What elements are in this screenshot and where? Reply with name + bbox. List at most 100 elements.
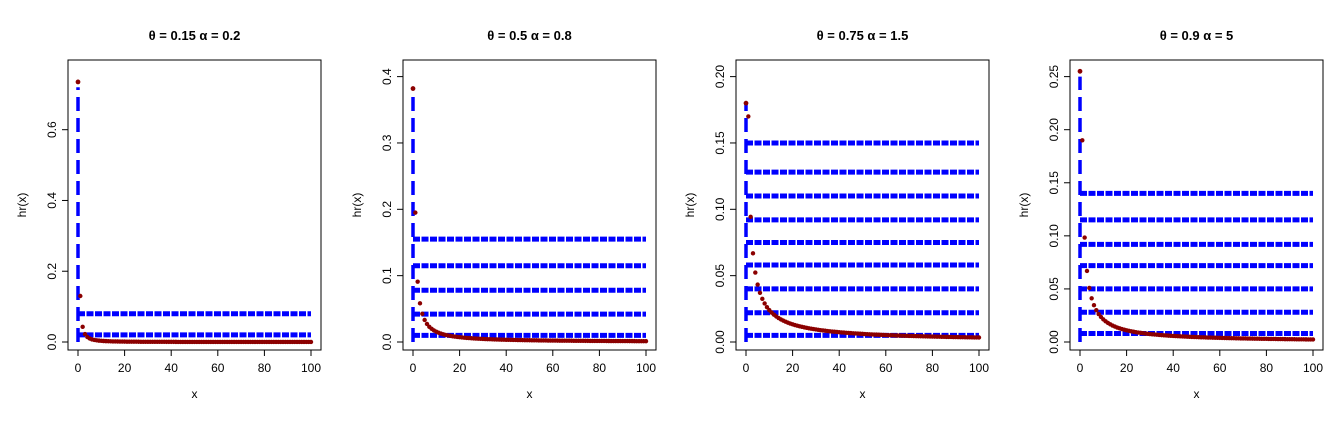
data-point xyxy=(976,335,982,340)
data-point xyxy=(415,279,420,284)
x-axis: 0 20 40 60 80 100 xyxy=(743,349,989,375)
x-tick-label: 20 xyxy=(786,361,800,375)
y-axis: 0.0 0.2 0.4 0.6 xyxy=(45,121,69,350)
panel-2: θ = 0.5 α = 0.8 0 20 40 60 80 100 x 0.0 0.1 0.2 0.3… xyxy=(350,28,657,401)
data-point xyxy=(750,251,756,256)
y-axis: 0.00 0.05 0.10 0.15 0.20 xyxy=(713,65,737,354)
x-tick-label: 100 xyxy=(969,361,989,375)
points-group xyxy=(743,100,982,340)
x-tick-label: 80 xyxy=(258,361,272,375)
data-point xyxy=(643,338,649,344)
x-tick-label: 40 xyxy=(1167,361,1181,375)
data-point xyxy=(308,339,314,345)
y-axis-label: hr(x) xyxy=(683,193,697,218)
data-point xyxy=(1077,68,1083,74)
y-tick-label: 0.2 xyxy=(45,263,59,280)
data-point xyxy=(417,301,423,306)
data-point xyxy=(1082,235,1087,240)
x-tick-label: 60 xyxy=(879,361,893,375)
data-point xyxy=(755,282,760,287)
x-tick-label: 100 xyxy=(301,361,321,375)
x-tick-label: 20 xyxy=(1120,361,1134,375)
x-tick-label: 20 xyxy=(118,361,132,375)
data-point xyxy=(1080,138,1085,143)
panel-title: θ = 0.15 α = 0.2 xyxy=(149,28,241,43)
x-tick-label: 0 xyxy=(1077,361,1084,375)
y-tick-label: 0.20 xyxy=(1047,118,1061,142)
points-group xyxy=(75,79,314,345)
data-point xyxy=(1094,308,1099,313)
data-point xyxy=(743,100,749,106)
x-tick-label: 60 xyxy=(1213,361,1227,375)
data-point xyxy=(413,210,418,215)
x-axis-label: x xyxy=(527,387,533,401)
x-tick-label: 60 xyxy=(546,361,560,375)
x-tick-label: 0 xyxy=(410,361,417,375)
data-point xyxy=(1091,303,1097,308)
y-tick-label: 0.1 xyxy=(380,267,394,284)
series-line-group xyxy=(744,103,979,342)
x-tick-label: 80 xyxy=(593,361,607,375)
data-point xyxy=(1096,311,1101,317)
x-tick-label: 0 xyxy=(75,361,82,375)
data-point xyxy=(420,311,425,317)
panel-1: θ = 0.15 α = 0.20 20 40 60 80 100x0.00.20.40.… xyxy=(15,28,322,401)
y-tick-label: 0.00 xyxy=(1047,330,1061,354)
x-axis-label: x xyxy=(1194,387,1200,401)
data-point xyxy=(762,301,767,306)
data-point xyxy=(753,270,758,275)
panel-4: θ = 0.9 α = 50 20 40 60 80 100x0.000.050.100.… xyxy=(1017,28,1324,401)
y-axis: 0.0 0.1 0.2 0.3 0.4 xyxy=(380,68,404,350)
panel-title: θ = 0.5 α = 0.8 xyxy=(487,28,571,43)
series-line-group xyxy=(411,89,646,342)
data-point xyxy=(1310,337,1316,342)
x-tick-label: 0 xyxy=(743,361,750,375)
panel-title: θ = 0.9 α = 5 xyxy=(1160,28,1234,43)
data-point xyxy=(1089,296,1094,301)
data-point xyxy=(410,86,416,91)
x-tick-label: 60 xyxy=(211,361,225,375)
x-tick-label: 80 xyxy=(1260,361,1274,375)
y-axis: 0.00 0.05 0.10 0.15 0.20 0.25 xyxy=(1047,65,1071,354)
data-point xyxy=(760,296,765,302)
x-axis: 0 20 40 60 80 100 xyxy=(75,349,321,375)
y-axis-label: hr(x) xyxy=(350,193,364,218)
y-tick-label: 0.0 xyxy=(45,333,59,350)
x-tick-label: 40 xyxy=(500,361,514,375)
plot-frame xyxy=(1069,59,1324,351)
data-point xyxy=(1084,268,1090,274)
x-axis-label: x xyxy=(860,387,866,401)
x-tick-label: 40 xyxy=(833,361,847,375)
data-point xyxy=(80,324,85,330)
x-tick-label: 100 xyxy=(1303,361,1323,375)
x-axis: 0 20 40 60 80 100 xyxy=(410,349,656,375)
y-axis-label: hr(x) xyxy=(15,193,29,218)
y-tick-label: 0.00 xyxy=(713,330,727,354)
data-point xyxy=(78,293,83,299)
x-tick-label: 40 xyxy=(165,361,179,375)
y-tick-label: 0.2 xyxy=(380,201,394,218)
panel-title: θ = 0.75 α = 1.5 xyxy=(817,28,909,43)
data-point xyxy=(75,79,81,85)
y-tick-label: 0.15 xyxy=(713,131,727,155)
data-point xyxy=(764,304,770,310)
x-tick-label: 20 xyxy=(453,361,467,375)
points-group xyxy=(410,86,649,344)
y-tick-label: 0.05 xyxy=(1047,277,1061,301)
x-tick-label: 80 xyxy=(926,361,940,375)
y-tick-label: 0.20 xyxy=(713,65,727,89)
data-point xyxy=(746,114,751,119)
series-line-group xyxy=(1078,76,1313,342)
y-tick-label: 0.25 xyxy=(1047,65,1061,89)
y-tick-label: 0.4 xyxy=(45,192,59,209)
x-axis-label: x xyxy=(192,387,198,401)
series-line-group xyxy=(76,87,311,342)
data-point xyxy=(422,317,427,323)
points-group xyxy=(1077,68,1316,342)
panel-3: θ = 0.75 α = 1.5 0 20 40 60 80 100 x 0.00 0.05 0.1… xyxy=(683,28,990,401)
data-point xyxy=(82,331,88,337)
plot-frame xyxy=(67,59,322,351)
x-axis: 0 20 40 60 80 100 xyxy=(1077,349,1323,375)
data-point xyxy=(748,214,753,220)
